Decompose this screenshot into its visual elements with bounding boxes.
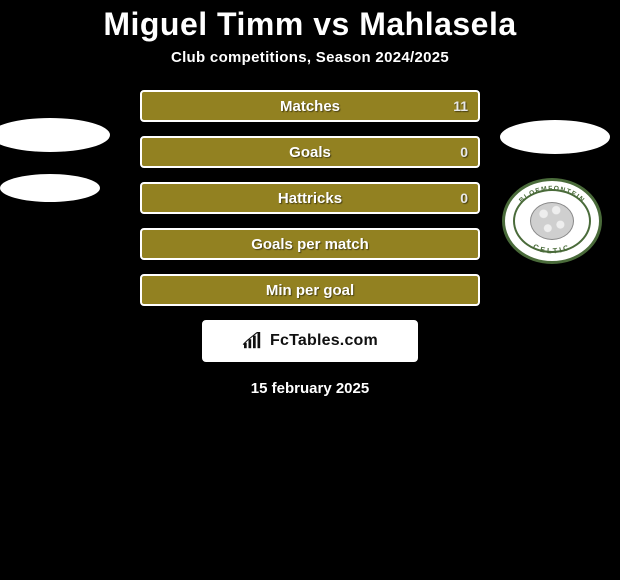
stat-bar-value: 11 [453,98,468,114]
stat-bars: Matches 11 Goals 0 Hattricks 0 Goals per match… [140,90,480,306]
stat-bar-label: Hattricks [278,190,342,207]
club-crest-bloemfontein-celtic: BLOEMFONTEIN CELTIC [502,178,602,264]
comparison-infographic: Miguel Timm vs Mahlasela Club competitio… [0,0,620,580]
stat-bar: Min per goal [140,274,480,306]
stat-bar-label: Goals [289,144,331,161]
stat-bar-value: 0 [460,144,468,160]
crest-ring-text: BLOEMFONTEIN CELTIC [505,181,599,262]
brand-box: FcTables.com [202,320,418,362]
page-subtitle: Club competitions, Season 2024/2025 [0,49,620,66]
brand-text: FcTables.com [270,332,378,350]
crest-outer-ring: BLOEMFONTEIN CELTIC [502,178,602,264]
svg-text:BLOEMFONTEIN: BLOEMFONTEIN [518,185,586,204]
ellipse-shape [0,118,110,152]
bar-chart-icon [242,332,264,350]
page-title: Miguel Timm vs Mahlasela [0,0,620,43]
stat-bar-label: Goals per match [251,236,369,253]
right-player-placeholder-pill [500,120,610,154]
brand: FcTables.com [242,332,378,350]
stat-bar: Goals 0 [140,136,480,168]
svg-text:CELTIC: CELTIC [532,242,573,255]
stat-bar-label: Matches [280,98,340,115]
footer-date: 15 february 2025 [0,380,620,397]
left-player-placeholder [0,118,120,218]
crest-text-bottom: CELTIC [532,242,573,255]
crest-text-top: BLOEMFONTEIN [518,185,586,204]
stat-bar: Goals per match [140,228,480,260]
stat-bar: Matches 11 [140,90,480,122]
ellipse-shape [0,174,100,202]
stat-bar: Hattricks 0 [140,182,480,214]
stat-bar-label: Min per goal [266,282,354,299]
stat-bar-value: 0 [460,190,468,206]
